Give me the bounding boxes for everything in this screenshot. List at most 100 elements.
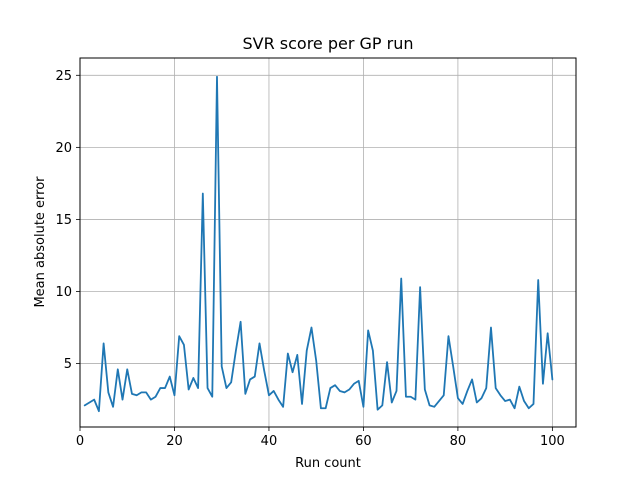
data-point bbox=[178, 335, 180, 337]
data-point bbox=[481, 397, 483, 399]
data-point bbox=[136, 394, 138, 396]
data-point bbox=[197, 387, 199, 389]
data-point bbox=[174, 394, 176, 396]
y-tick-label: 15 bbox=[55, 213, 72, 228]
data-point bbox=[141, 392, 143, 394]
x-tick-label: 60 bbox=[355, 434, 372, 449]
data-point bbox=[348, 389, 350, 391]
data-point bbox=[457, 397, 459, 399]
data-point bbox=[533, 403, 535, 405]
x-tick-label: 20 bbox=[166, 434, 183, 449]
data-point bbox=[514, 407, 516, 409]
data-point bbox=[419, 286, 421, 288]
data-point bbox=[230, 381, 232, 383]
data-point bbox=[518, 386, 520, 388]
data-point bbox=[509, 399, 511, 401]
data-point bbox=[381, 404, 383, 406]
y-tick-label: 10 bbox=[55, 285, 72, 300]
data-point bbox=[155, 396, 157, 398]
data-point bbox=[414, 399, 416, 401]
data-point bbox=[259, 343, 261, 345]
data-point bbox=[84, 404, 86, 406]
y-axis-label: Mean absolute error bbox=[33, 176, 48, 308]
data-point bbox=[296, 354, 298, 356]
data-point bbox=[429, 404, 431, 406]
data-point bbox=[254, 376, 256, 378]
data-point bbox=[372, 350, 374, 352]
data-point bbox=[268, 394, 270, 396]
data-point bbox=[207, 387, 209, 389]
data-point bbox=[145, 392, 147, 394]
series-layer bbox=[83, 75, 554, 413]
data-point bbox=[221, 366, 223, 368]
data-point bbox=[462, 403, 464, 405]
data-point bbox=[273, 390, 275, 392]
plot-frame bbox=[79, 57, 577, 428]
data-point bbox=[334, 384, 336, 386]
data-point bbox=[192, 377, 194, 379]
data-point bbox=[98, 410, 100, 412]
data-point bbox=[126, 368, 128, 370]
data-point bbox=[386, 361, 388, 363]
data-point bbox=[89, 402, 91, 404]
data-point bbox=[367, 330, 369, 332]
data-point bbox=[117, 368, 119, 370]
y-axis: 5 10 15 20 25 bbox=[55, 69, 80, 372]
data-point bbox=[107, 392, 109, 394]
data-point bbox=[202, 193, 204, 195]
data-point bbox=[363, 406, 365, 408]
data-point bbox=[443, 394, 445, 396]
data-point bbox=[150, 399, 152, 401]
data-point bbox=[344, 392, 346, 394]
data-point bbox=[490, 327, 492, 329]
data-point bbox=[235, 350, 237, 352]
data-point bbox=[504, 400, 506, 402]
data-point bbox=[301, 403, 303, 405]
data-point bbox=[438, 400, 440, 402]
data-point bbox=[528, 407, 530, 409]
y-tick-label: 20 bbox=[55, 141, 72, 156]
x-axis-label: Run count bbox=[295, 456, 361, 471]
y-tick-label: 5 bbox=[64, 357, 72, 372]
data-point bbox=[433, 406, 435, 408]
data-point bbox=[471, 379, 473, 381]
data-point bbox=[183, 344, 185, 346]
data-point bbox=[292, 371, 294, 373]
data-point bbox=[131, 393, 133, 395]
data-point bbox=[452, 366, 454, 368]
data-point bbox=[495, 387, 497, 389]
data-point bbox=[103, 343, 105, 345]
data-point bbox=[320, 407, 322, 409]
data-point bbox=[244, 393, 246, 395]
data-point bbox=[448, 335, 450, 337]
data-point bbox=[424, 389, 426, 391]
data-point bbox=[391, 402, 393, 404]
chart-title: SVR score per GP run bbox=[242, 34, 413, 53]
data-point bbox=[282, 406, 284, 408]
data-point bbox=[358, 380, 360, 382]
data-point bbox=[542, 383, 544, 385]
series-line bbox=[83, 75, 554, 413]
data-point bbox=[396, 390, 398, 392]
data-point bbox=[551, 379, 553, 381]
data-point bbox=[410, 396, 412, 398]
data-point bbox=[216, 76, 218, 78]
data-point bbox=[226, 387, 228, 389]
data-point bbox=[311, 327, 313, 329]
data-point bbox=[122, 399, 124, 401]
data-point bbox=[485, 387, 487, 389]
x-tick-label: 0 bbox=[76, 434, 84, 449]
data-point bbox=[306, 350, 308, 352]
data-point bbox=[159, 387, 161, 389]
data-point bbox=[211, 396, 213, 398]
data-point bbox=[339, 390, 341, 392]
data-point bbox=[112, 406, 114, 408]
data-point bbox=[466, 390, 468, 392]
data-point bbox=[500, 394, 502, 396]
data-point bbox=[400, 278, 402, 280]
grid bbox=[79, 58, 576, 427]
data-point bbox=[164, 387, 166, 389]
data-point bbox=[188, 389, 190, 391]
x-tick-label: 80 bbox=[450, 434, 467, 449]
